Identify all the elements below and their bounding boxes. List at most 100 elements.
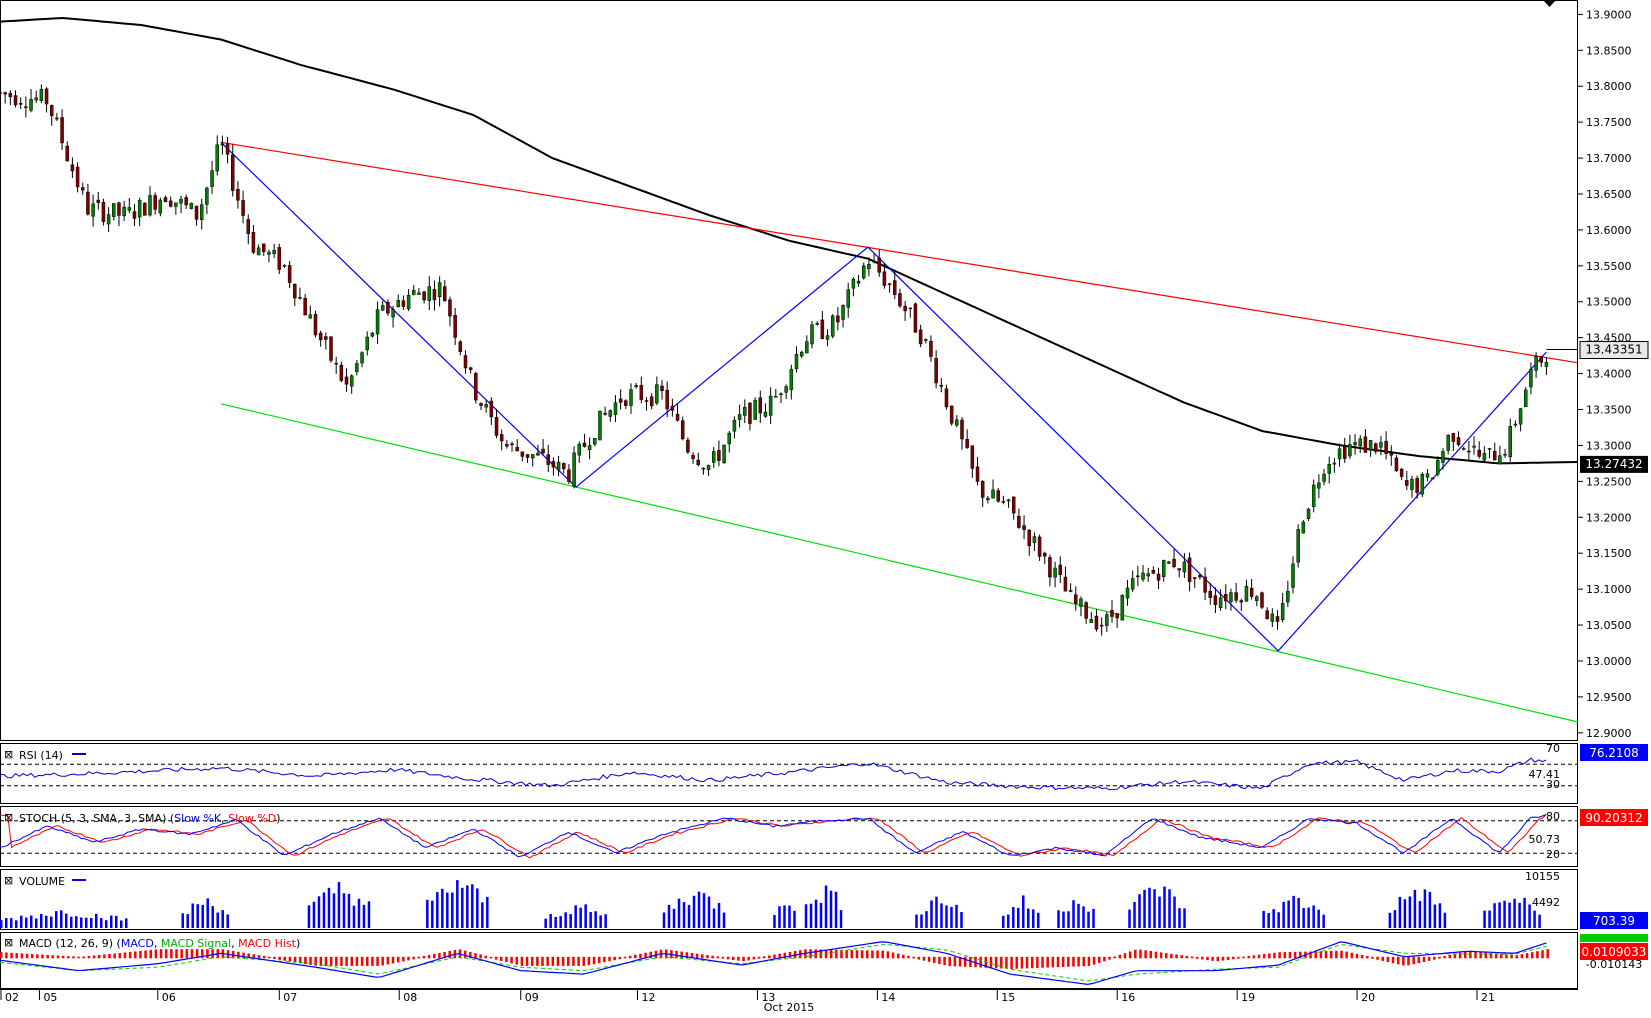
macd-collapse-icon[interactable]: ⊠ <box>4 936 13 949</box>
candle-body <box>70 164 75 172</box>
candle-body <box>1337 448 1342 460</box>
candle-body <box>1358 438 1362 447</box>
volume-bar <box>707 896 711 928</box>
volume-bar <box>1538 914 1541 928</box>
macd-hist-bar <box>92 955 96 959</box>
macd-hist-bar <box>1376 956 1379 960</box>
stoch-title: STOCH (5, 3, SMA, 3, SMA) (Slow %K, Slow… <box>19 812 281 825</box>
macd-panel <box>0 932 1578 989</box>
volume-bar <box>15 920 18 928</box>
volume-bar <box>1138 894 1141 928</box>
candle-body <box>515 447 519 452</box>
macd-hist-bar <box>113 953 116 959</box>
candle-body <box>1286 591 1290 603</box>
volume-bar <box>332 893 336 928</box>
macd-hist-bar <box>376 956 379 966</box>
volume-bar <box>1143 889 1146 928</box>
price-tick-label: 13.5000 <box>1586 296 1632 309</box>
candle-body <box>680 420 685 440</box>
macd-hist-bar <box>1247 955 1250 959</box>
macd-hist-bar <box>896 953 900 959</box>
candle-body <box>448 299 452 317</box>
candle-series <box>0 84 1549 636</box>
candle-body <box>758 397 763 414</box>
macd-hist-bar <box>824 949 828 959</box>
macd-hist-bar <box>402 956 405 962</box>
macd-signal-line <box>0 944 1547 982</box>
macd-hist-bar <box>505 956 508 963</box>
candle-body <box>386 301 390 314</box>
macd-hist-bar <box>860 950 864 959</box>
macd-hist-bar <box>268 956 271 959</box>
volume-bar <box>0 920 3 928</box>
macd-hist-bar <box>1324 951 1328 959</box>
candle-body <box>1249 587 1254 597</box>
volume-bar <box>426 899 429 928</box>
candle-body <box>298 297 302 299</box>
macd-hist-bar <box>1474 951 1477 959</box>
candle-body <box>1208 590 1213 598</box>
rsi-value-box <box>1580 744 1648 761</box>
candle-body <box>603 413 607 415</box>
volume-mid-label: 4492 <box>1532 896 1560 909</box>
volume-bar <box>829 890 833 928</box>
macd-hist-bar <box>567 956 570 966</box>
candle-body <box>324 336 328 340</box>
macd-hist-bar <box>51 955 55 959</box>
macd-hist-bar <box>1366 956 1369 959</box>
candle-body <box>3 92 7 95</box>
volume-bar <box>367 901 371 928</box>
time-tick-label: 13 <box>761 991 775 1004</box>
macd-hist-bar <box>407 956 410 961</box>
candle-body <box>1037 536 1042 557</box>
volume-bar <box>667 904 671 928</box>
candle-body <box>8 93 13 98</box>
volume-bar <box>181 913 184 928</box>
candle-body <box>949 405 954 424</box>
candle-body <box>86 191 90 215</box>
volume-title: VOLUME <box>19 875 65 888</box>
macd-hist-bar <box>1520 954 1524 959</box>
macd-hist-bar <box>314 956 317 966</box>
candle-body <box>194 205 199 220</box>
time-tick-label: 12 <box>642 991 656 1004</box>
macd-hist-bar <box>36 954 39 959</box>
candle-body <box>1363 436 1368 453</box>
volume-bar <box>1312 905 1315 928</box>
stoch-collapse-icon[interactable]: ⊠ <box>4 811 13 824</box>
volume-bar <box>584 904 587 928</box>
candle-body <box>562 463 566 469</box>
price-tick-label: 13.2500 <box>1586 475 1632 488</box>
macd-hist-bar <box>371 956 374 966</box>
candle-body <box>1342 445 1347 459</box>
rsi-collapse-icon[interactable]: ⊠ <box>4 748 13 761</box>
volume-bar <box>456 880 459 928</box>
volume-bar <box>5 918 8 928</box>
macd-hist-bar <box>1226 956 1230 960</box>
macd-hist-bar <box>1407 956 1410 966</box>
candle-body <box>468 367 473 370</box>
time-tick-label: 20 <box>1361 991 1375 1004</box>
candle-body <box>805 341 809 354</box>
macd-hist-bar <box>1463 951 1467 959</box>
volume-bar <box>226 914 229 928</box>
volume-collapse-icon[interactable]: ⊠ <box>4 874 13 887</box>
macd-hist-bar <box>159 949 163 959</box>
candle-body <box>262 243 266 252</box>
candle-body <box>427 286 432 301</box>
candle-body <box>727 432 732 445</box>
candle-body <box>799 351 804 357</box>
macd-hist-bar <box>943 956 946 966</box>
scroll-marker-icon[interactable] <box>1543 0 1556 7</box>
macd-hist-bar <box>1242 956 1245 959</box>
macd-hist-bar <box>541 956 544 966</box>
macd-hist-bar <box>551 956 555 966</box>
candle-body <box>965 438 969 448</box>
candle-body <box>1518 408 1523 425</box>
macd-hist-bar <box>1422 956 1426 962</box>
volume-bar <box>1438 903 1442 928</box>
volume-bar <box>1307 907 1310 928</box>
macd-hist-bar <box>1118 954 1122 959</box>
candle-body <box>287 265 292 283</box>
volume-bar <box>10 918 13 928</box>
